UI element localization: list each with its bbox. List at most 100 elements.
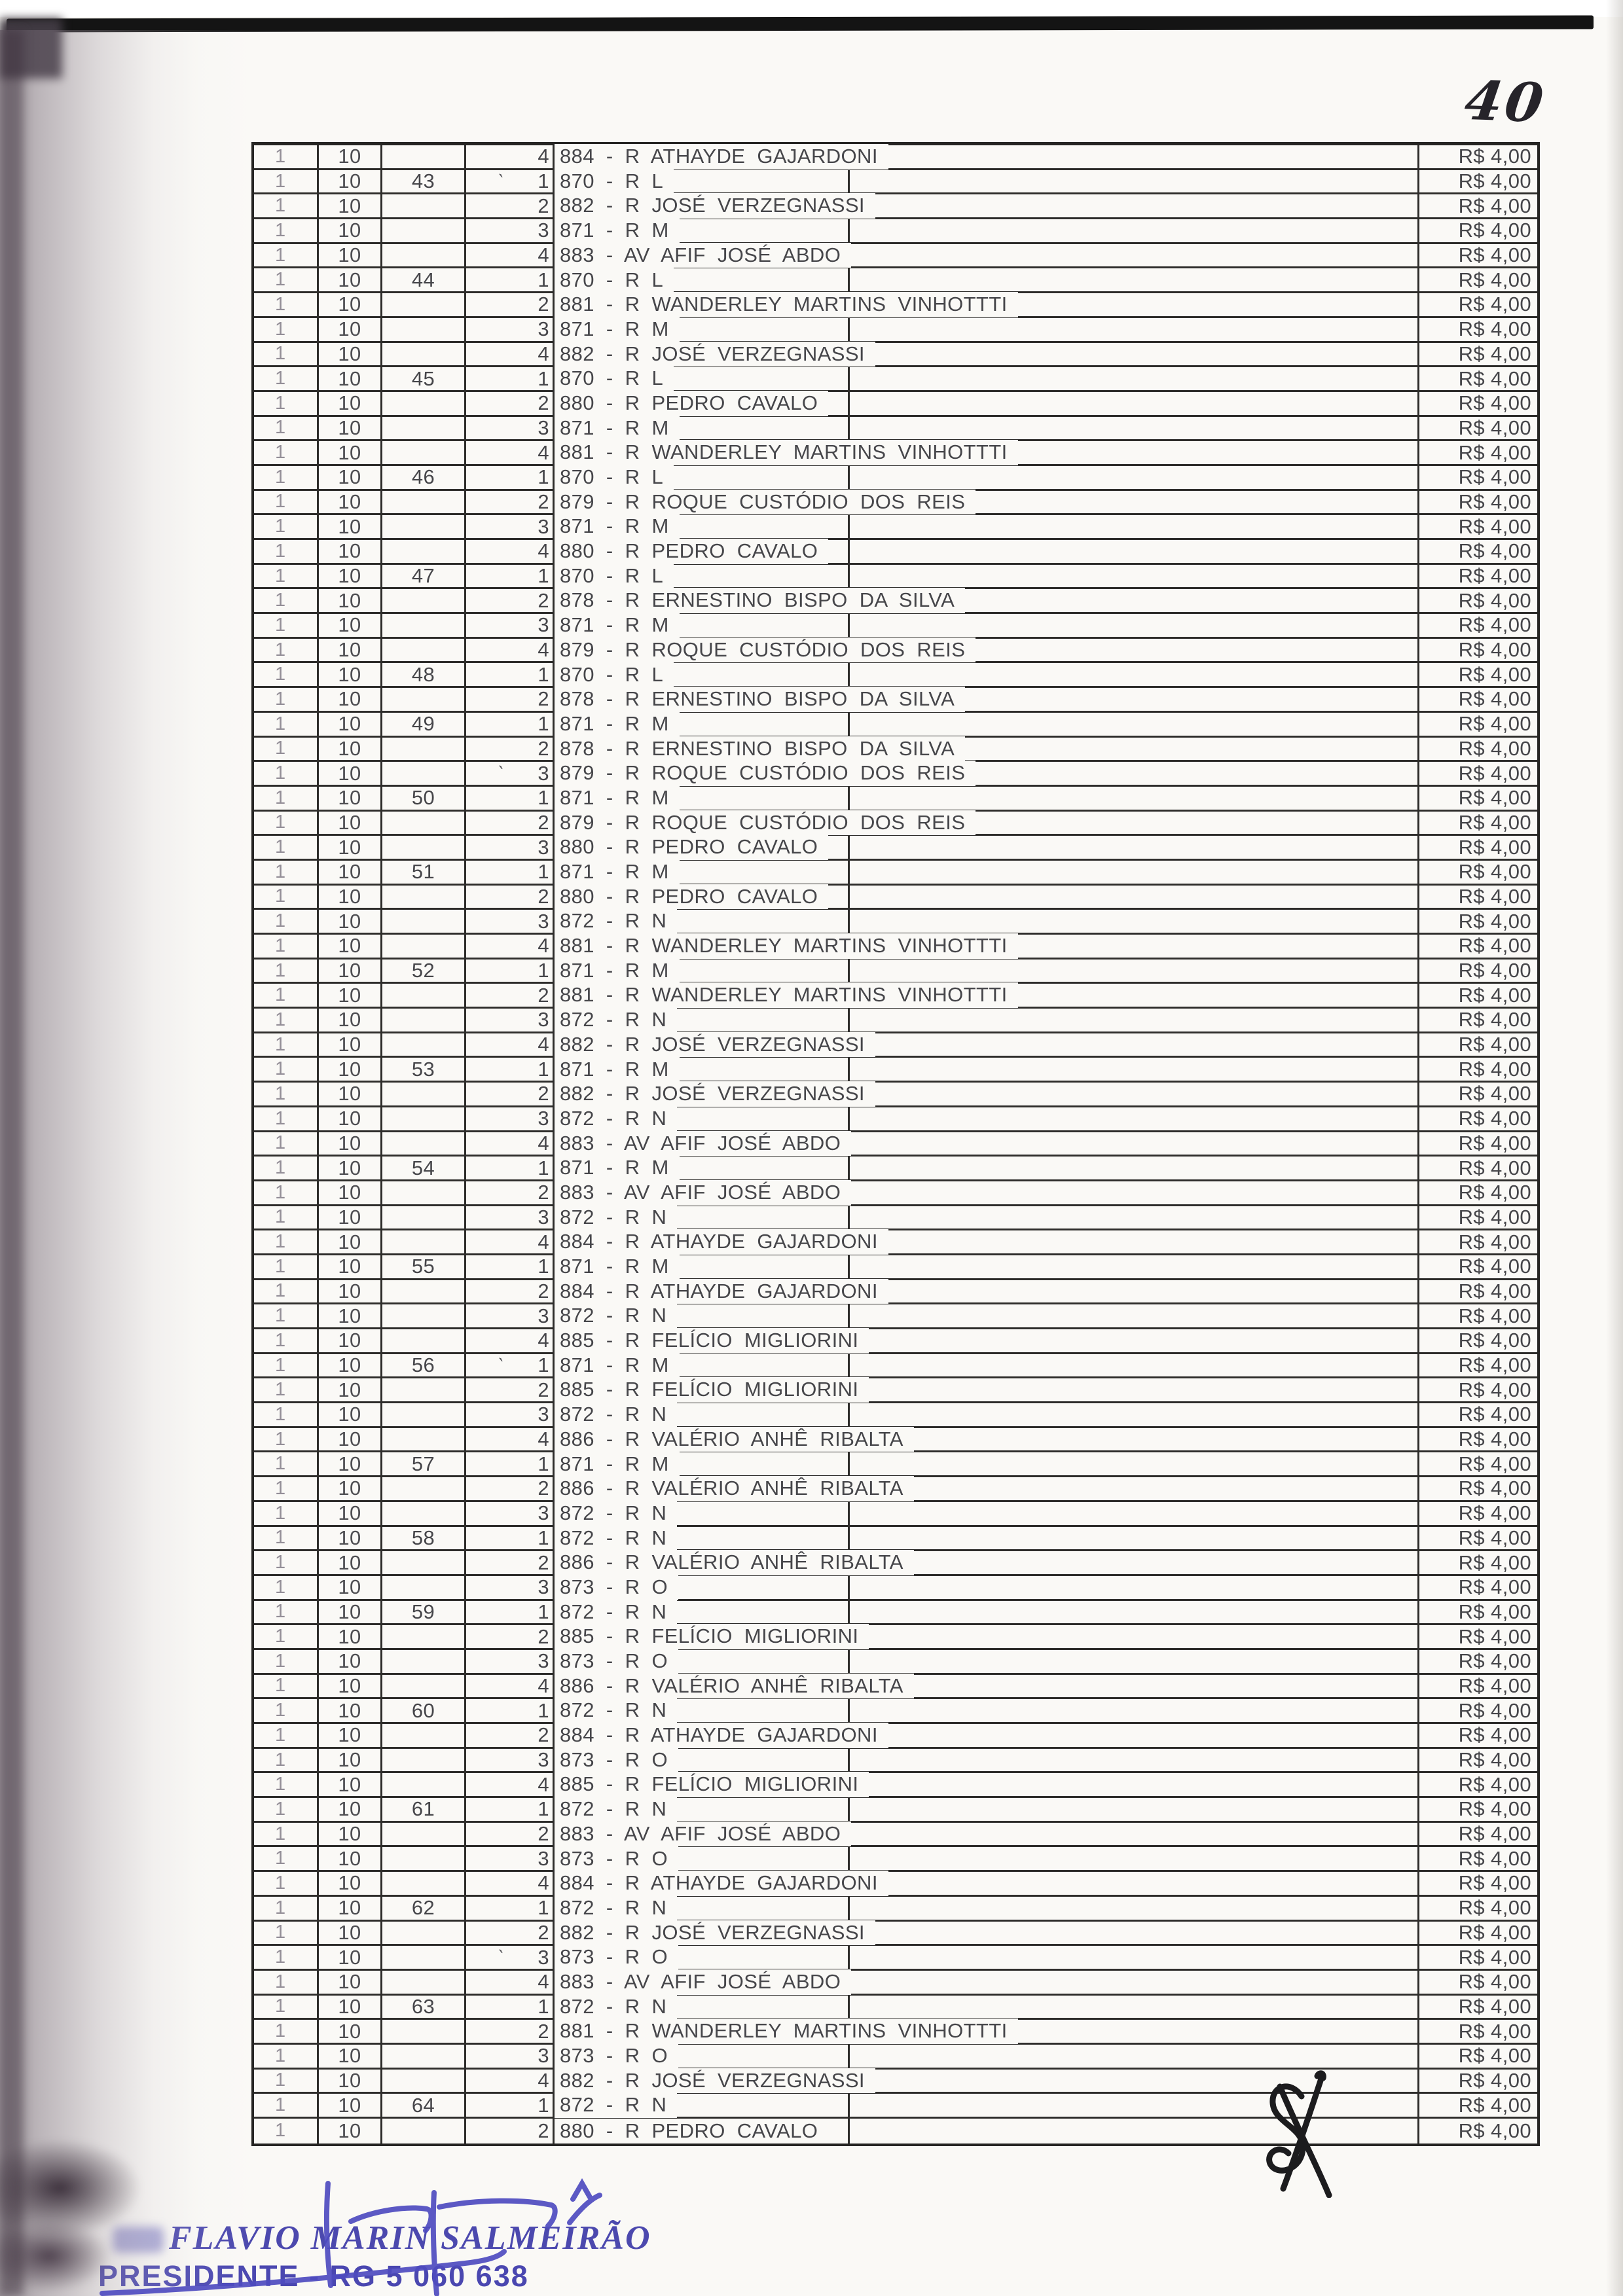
lot-cell: 10	[319, 170, 382, 193]
street-cell: 871 - R M	[555, 1451, 1417, 1477]
lot-cell: 10	[319, 2094, 382, 2117]
price-cell: R$ 4,00	[1417, 367, 1537, 390]
street-box: 871 - R M	[555, 613, 850, 638]
street-cell: 883 - AV AFIF JOSÉ ABDO	[555, 1130, 1417, 1157]
street-text: 884 - R ATHAYDE GAJARDONI	[555, 1723, 888, 1748]
street-cell: 872 - R N	[555, 1500, 1417, 1526]
zone-cell: 1	[254, 145, 319, 168]
signature-flourish-icon	[100, 2178, 602, 2296]
item-number-cell: 3	[466, 613, 555, 637]
group-number-cell: 50	[382, 786, 466, 810]
group-number-cell: 61	[382, 1797, 466, 1821]
group-number-cell	[382, 1083, 466, 1105]
lot-cell: 10	[319, 145, 382, 168]
item-number-cell: 3	[466, 910, 555, 933]
price-cell: R$ 4,00	[1417, 1575, 1537, 1599]
lot-cell: 10	[319, 564, 382, 588]
street-cell: 882 - R JOSÉ VERZEGNASSI	[555, 1031, 1417, 1058]
table-row: 1 10 4 881 - R WANDERLEY MARTINS VINHOTTTI R…	[254, 440, 1537, 466]
price-cell: R$ 4,00	[1417, 416, 1537, 440]
zone-cell: 1	[254, 219, 319, 242]
lot-cell: 10	[319, 1280, 382, 1303]
price-cell: R$ 4,00	[1417, 1699, 1537, 1722]
street-box: 886 - R VALÉRIO ANHÊ RIBALTA	[555, 1476, 914, 1501]
price-cell: R$ 4,00	[1417, 1132, 1537, 1155]
street-text: 879 - R ROQUE CUSTÓDIO DOS REIS	[555, 637, 976, 663]
price-cell: R$ 4,00	[1417, 268, 1537, 292]
item-number-cell: 2	[466, 737, 555, 761]
item-number: 1	[538, 1354, 549, 1377]
price-cell: R$ 4,00	[1417, 1280, 1537, 1303]
item-number-cell: 2	[466, 984, 555, 1007]
group-number-cell	[382, 638, 466, 662]
item-number-cell: 4	[466, 934, 555, 958]
street-box: 871 - R M	[555, 1451, 850, 1477]
street-box: 872 - R N	[555, 1895, 850, 1921]
lot-cell: 10	[319, 268, 382, 292]
street-box: 880 - R PEDRO CAVALO	[555, 390, 850, 416]
item-number: 1	[538, 268, 549, 291]
price-cell: R$ 4,00	[1417, 465, 1537, 489]
item-number: 4	[538, 1427, 549, 1451]
table-row: 1 10 3 872 - R N R$ 4,00	[254, 1500, 1537, 1527]
street-box: 884 - R ATHAYDE GAJARDONI	[555, 1723, 888, 1748]
item-number-cell: 2	[466, 2020, 555, 2043]
street-box: 884 - R ATHAYDE GAJARDONI	[555, 1278, 888, 1304]
street-text: 884 - R ATHAYDE GAJARDONI	[555, 1871, 888, 1896]
group-number-cell: 43	[382, 170, 466, 193]
street-cell: 870 - R L	[555, 168, 1417, 194]
street-box: 870 - R L	[555, 168, 850, 194]
price-cell: R$ 4,00	[1417, 1773, 1537, 1797]
item-number-cell: 1	[466, 1452, 555, 1476]
zone-cell: 1	[254, 170, 319, 193]
zone-cell: 1	[254, 885, 319, 908]
table-row: 1 10 2 884 - R ATHAYDE GAJARDONI R$ 4,00	[254, 1723, 1537, 1749]
price-cell: R$ 4,00	[1417, 1600, 1537, 1624]
lot-cell: 10	[319, 2044, 382, 2068]
lot-cell: 10	[319, 1033, 382, 1056]
table-row: 1 10 3 873 - R O R$ 4,00	[254, 1574, 1537, 1601]
item-number-cell: 1	[466, 564, 555, 588]
item-number: 1	[538, 1797, 549, 1821]
item-number-cell: 4	[466, 539, 555, 563]
group-number-cell	[382, 1872, 466, 1895]
street-text: 871 - R M	[555, 1155, 680, 1181]
street-box: 883 - AV AFIF JOSÉ ABDO	[555, 1130, 852, 1157]
group-number-cell: 53	[382, 1058, 466, 1081]
item-number-cell: ` 1	[466, 170, 555, 193]
street-cell: 873 - R O	[555, 1846, 1417, 1872]
lot-cell: 10	[319, 1699, 382, 1722]
lot-cell: 10	[319, 1921, 382, 1945]
table-row: 1 10 60 1 872 - R N R$ 4,00	[254, 1698, 1537, 1724]
item-number: 3	[538, 1748, 549, 1772]
item-number-cell: 3	[466, 1575, 555, 1599]
group-number-cell	[382, 1575, 466, 1599]
price-cell: R$ 4,00	[1417, 687, 1537, 711]
price-cell: R$ 4,00	[1417, 1970, 1537, 1994]
lot-cell: 10	[319, 2020, 382, 2043]
lot-cell: 10	[319, 2119, 382, 2144]
lot-cell: 10	[319, 1625, 382, 1648]
price-cell: R$ 4,00	[1417, 1329, 1537, 1352]
street-box: 873 - R O	[555, 1747, 850, 1773]
table-row: 1 10 47 1 870 - R L R$ 4,00	[254, 563, 1537, 590]
table-row: 1 10 ` 3 873 - R O R$ 4,00	[254, 1945, 1537, 1971]
item-number-cell: 4	[466, 441, 555, 464]
zone-cell: 1	[254, 2069, 319, 2092]
lot-cell: 10	[319, 416, 382, 440]
street-cell: 872 - R N	[555, 2092, 1417, 2118]
street-box: 872 - R N	[555, 1105, 850, 1132]
zone-cell: 1	[254, 490, 319, 514]
street-text: 884 - R ATHAYDE GAJARDONI	[555, 1229, 888, 1255]
group-number-cell	[382, 935, 466, 958]
street-text: 871 - R M	[555, 711, 680, 737]
item-number-cell: 2	[466, 1921, 555, 1945]
item-number: 3	[538, 761, 549, 785]
item-number-cell: 2	[466, 1723, 555, 1747]
lot-cell: 10	[319, 1058, 382, 1081]
item-number-cell: 2	[466, 1280, 555, 1303]
table-row: 1 10 2 879 - R ROQUE CUSTÓDIO DOS REIS R$ 4,…	[254, 810, 1537, 836]
zone-cell: 1	[254, 860, 319, 884]
street-cell: 883 - AV AFIF JOSÉ ABDO	[555, 1969, 1417, 1995]
street-text: 873 - R O	[555, 2043, 678, 2069]
